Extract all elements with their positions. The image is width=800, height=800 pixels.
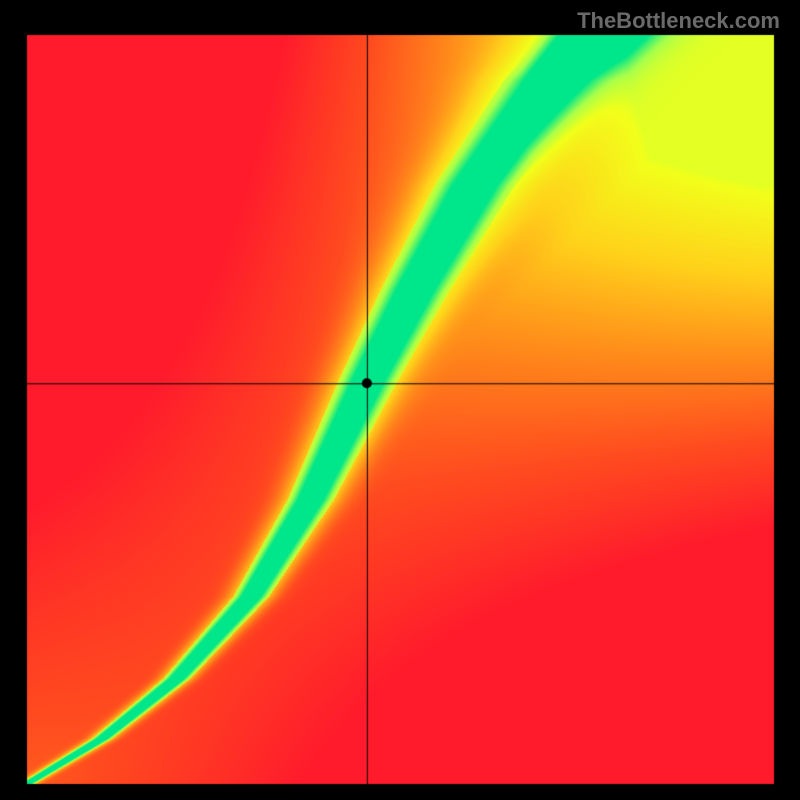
bottleneck-heatmap (0, 0, 800, 800)
watermark-text: TheBottleneck.com (577, 8, 780, 34)
chart-container: TheBottleneck.com (0, 0, 800, 800)
